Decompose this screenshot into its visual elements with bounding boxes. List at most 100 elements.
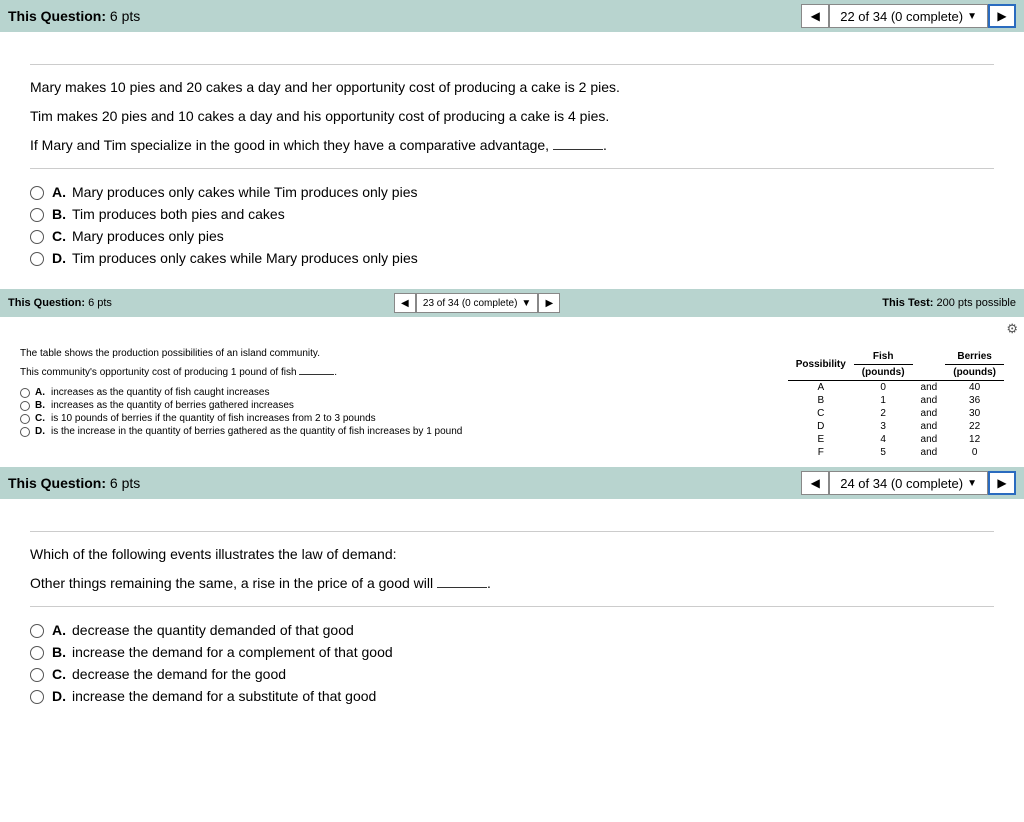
question-label: This Question: [8,297,85,309]
th-berries: Berries [945,349,1004,365]
radio-button[interactable] [20,427,30,437]
header-right: ◀ 23 of 34 (0 complete) ▼ ▶ [394,293,560,313]
chevron-down-icon: ▼ [967,478,977,489]
header-left: This Question: 6 pts [8,8,140,24]
table-row: E4and12 [788,433,1004,446]
question-pts: 6 pts [110,475,140,491]
test-info: This Test: 200 pts possible [882,297,1016,309]
progress-dropdown[interactable]: 24 of 34 (0 complete) ▼ [829,471,988,495]
question-24-block: This Question: 6 pts ◀ 24 of 34 (0 compl… [0,467,1024,717]
question-line: The table shows the production possibili… [20,347,748,361]
question-line: Other things remaining the same, a rise … [30,573,994,594]
radio-button[interactable] [30,668,44,682]
question-23-block: This Question: 6 pts ◀ 23 of 34 (0 compl… [0,289,1024,467]
options-list: A.Mary produces only cakes while Tim pro… [30,181,994,269]
radio-button[interactable] [30,624,44,638]
radio-button[interactable] [30,252,44,266]
question-header: This Question: 6 pts ◀ 23 of 34 (0 compl… [0,289,1024,317]
option-row[interactable]: C. Mary produces only pies [30,225,994,247]
option-label: B. [35,400,45,411]
fill-blank [437,574,487,588]
progress-text: 23 of 34 (0 complete) [423,298,518,309]
gear-icon: ⚙ [1006,321,1018,336]
question-pts: 6 pts [110,8,140,24]
question-22-block: This Question: 6 pts ◀ 22 of 34 (0 compl… [0,0,1024,279]
question-content: The table shows the production possibili… [0,337,1024,467]
option-label: C. [35,413,45,424]
question-label: This Question: [8,8,106,24]
progress-text: 22 of 34 (0 complete) [840,9,963,24]
table-row: A0and40 [788,381,1004,395]
prev-button[interactable]: ◀ [801,4,829,28]
progress-text: 24 of 34 (0 complete) [840,476,963,491]
progress-dropdown[interactable]: 23 of 34 (0 complete) ▼ [416,293,538,313]
header-left: This Question: 6 pts [8,475,140,491]
table-row: B1and36 [788,394,1004,407]
question-content: Mary makes 10 pies and 20 cakes a day an… [0,32,1024,279]
option-row[interactable]: A.decrease the quantity demanded of that… [30,619,994,641]
option-row[interactable]: C.is 10 pounds of berries if the quantit… [20,412,748,425]
next-button[interactable]: ▶ [988,471,1016,495]
option-row[interactable]: A.increases as the quantity of fish caug… [20,386,748,399]
option-row[interactable]: B.increase the demand for a complement o… [30,641,994,663]
next-button[interactable]: ▶ [538,293,560,313]
question-pts: 6 pts [88,297,112,309]
option-text: increase the demand for a substitute of … [72,688,376,704]
option-row[interactable]: D. Tim produces only cakes while Mary pro… [30,247,994,269]
option-row[interactable]: A.Mary produces only cakes while Tim pro… [30,181,994,203]
header-right: ◀ 22 of 34 (0 complete) ▼ ▶ [801,4,1016,28]
next-button[interactable]: ▶ [988,4,1016,28]
question-line: Mary makes 10 pies and 20 cakes a day an… [30,77,994,98]
option-label: C. [52,228,66,244]
question-line: If Mary and Tim specialize in the good i… [30,135,994,156]
settings-gear[interactable]: ⚙ [0,321,1024,337]
radio-button[interactable] [30,230,44,244]
option-label: D. [52,688,66,704]
option-row[interactable]: B. Tim produces both pies and cakes [30,203,994,225]
prev-button[interactable]: ◀ [394,293,416,313]
table-row: C2and30 [788,407,1004,420]
radio-button[interactable] [20,401,30,411]
radio-button[interactable] [20,388,30,398]
option-text: decrease the demand for the good [72,666,286,682]
option-text: Tim produces only cakes while Mary produ… [72,250,418,266]
options-list: A.decrease the quantity demanded of that… [30,619,994,707]
option-label: A. [35,387,45,398]
option-text: Tim produces both pies and cakes [72,206,285,222]
question-content: Which of the following events illustrate… [0,499,1024,717]
question-label: This Question: [8,475,106,491]
divider [30,531,994,532]
option-row[interactable]: D.is the increase in the quantity of ber… [20,425,748,438]
option-row[interactable]: D. increase the demand for a substitute o… [30,685,994,707]
option-label: B. [52,206,66,222]
progress-dropdown[interactable]: 22 of 34 (0 complete) ▼ [829,4,988,28]
question-header: This Question: 6 pts ◀ 22 of 34 (0 compl… [0,0,1024,32]
question-line: Which of the following events illustrate… [30,544,994,565]
option-text: increases as the quantity of berries gat… [51,400,294,411]
radio-button[interactable] [30,186,44,200]
option-row[interactable]: B. increases as the quantity of berries g… [20,399,748,412]
chevron-down-icon: ▼ [521,298,531,309]
prev-button[interactable]: ◀ [801,471,829,495]
table-row: D3and22 [788,420,1004,433]
header-left: This Question: 6 pts [8,297,112,309]
th-possibility: Possibility [788,349,854,381]
option-label: A. [52,622,66,638]
option-text: is the increase in the quantity of berri… [51,426,462,437]
option-label: D. [52,250,66,266]
question-line: Tim makes 20 pies and 10 cakes a day and… [30,106,994,127]
radio-button[interactable] [30,646,44,660]
option-row[interactable]: C. decrease the demand for the good [30,663,994,685]
option-label: C. [52,666,66,682]
th-berries-sub: (pounds) [945,365,1004,381]
header-right: ◀ 24 of 34 (0 complete) ▼ ▶ [801,471,1016,495]
fill-blank [299,365,334,375]
option-text: Mary produces only pies [72,228,224,244]
radio-button[interactable] [30,208,44,222]
option-text: Mary produces only cakes while Tim produ… [72,184,418,200]
th-fish-sub: (pounds) [854,365,913,381]
radio-button[interactable] [20,414,30,424]
radio-button[interactable] [30,690,44,704]
divider [30,606,994,607]
fill-blank [553,136,603,150]
